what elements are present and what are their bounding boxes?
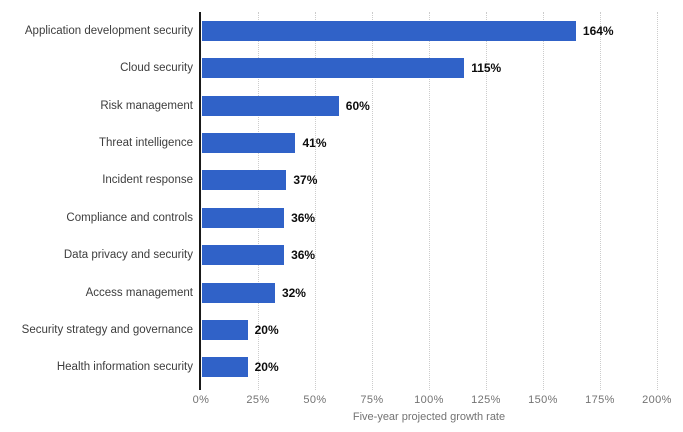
bar <box>202 357 248 378</box>
bar-row: Data privacy and security 36% <box>0 236 657 273</box>
category-label: Data privacy and security <box>63 249 193 262</box>
bar-row: Health information security 20% <box>0 349 657 386</box>
category-label: Risk management <box>100 99 193 112</box>
bar-track: 37% <box>201 162 657 199</box>
x-axis-title: Five-year projected growth rate <box>352 411 506 423</box>
x-axis-tick-label: 50% <box>303 394 327 406</box>
bar-track: 164% <box>201 12 657 49</box>
bar <box>202 170 287 191</box>
category-label: Health information security <box>56 361 193 374</box>
x-axis-tick-label: 175% <box>585 394 615 406</box>
bar <box>202 319 248 340</box>
bar-track: 20% <box>201 311 657 348</box>
bar-track: 32% <box>201 274 657 311</box>
bar-row: Incident response 37% <box>0 162 657 199</box>
y-axis-line <box>199 12 201 390</box>
bar <box>202 282 275 303</box>
bar-track: 60% <box>201 87 657 124</box>
x-axis-tick-label: 25% <box>246 394 270 406</box>
bar-row: Cloud security 115% <box>0 49 657 86</box>
value-label: 32% <box>281 285 306 300</box>
value-label: 20% <box>254 322 279 337</box>
bar <box>202 95 339 116</box>
x-axis-tick-label: 0% <box>192 394 210 406</box>
x-axis-tick-label: 150% <box>528 394 558 406</box>
bar-track: 36% <box>201 199 657 236</box>
bar-rows: Application development security 164% Clou… <box>0 12 657 386</box>
category-label: Security strategy and governance <box>21 323 193 336</box>
category-label: Threat intelligence <box>99 136 193 149</box>
value-label: 164% <box>582 23 614 38</box>
bar <box>202 20 576 41</box>
bar-track: 41% <box>201 124 657 161</box>
bar-track: 115% <box>201 49 657 86</box>
bar <box>202 58 465 79</box>
value-label: 115% <box>471 61 502 76</box>
gridline <box>657 12 658 390</box>
value-label: 60% <box>345 98 370 113</box>
bar-row: Security strategy and governance 20% <box>0 311 657 348</box>
category-label: Cloud security <box>120 62 193 75</box>
bar <box>202 132 296 153</box>
category-label: Compliance and controls <box>66 211 193 224</box>
bar-track: 36% <box>201 236 657 273</box>
bar-row: Application development security 164% <box>0 12 657 49</box>
category-label: Application development security <box>24 24 193 37</box>
bar-row: Compliance and controls 36% <box>0 199 657 236</box>
value-label: 41% <box>302 135 327 150</box>
bar-row: Risk management 60% <box>0 87 657 124</box>
x-axis-ticks: 0% 25% 50% 75% 100% 125% 150% 175% 200% <box>193 394 672 408</box>
value-label: 20% <box>254 360 279 375</box>
x-axis-tick-label: 125% <box>471 394 501 406</box>
x-axis-tick-label: 200% <box>642 394 672 406</box>
value-label: 36% <box>291 210 316 225</box>
category-label: Access management <box>85 286 193 299</box>
bar <box>202 207 285 228</box>
value-label: 36% <box>291 248 316 263</box>
bar-row: Access management 32% <box>0 274 657 311</box>
bar-track: 20% <box>201 349 657 386</box>
x-axis-tick-label: 100% <box>414 394 444 406</box>
bar-row: Threat intelligence 41% <box>0 124 657 161</box>
value-label: 37% <box>293 173 318 188</box>
category-label: Incident response <box>102 174 193 187</box>
bar <box>202 245 285 266</box>
x-axis-tick-label: 75% <box>360 394 384 406</box>
